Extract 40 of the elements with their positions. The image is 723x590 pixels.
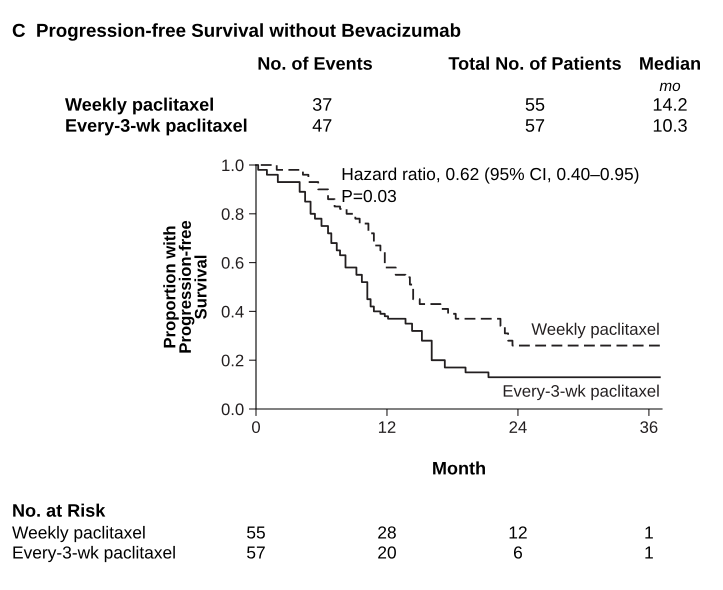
x-tick-label: 12 <box>378 421 396 433</box>
text: 57 <box>526 119 544 132</box>
y-tick-label: 0.2 <box>222 354 244 366</box>
text: 28 <box>378 526 396 539</box>
series-label: Every-3-wk paclitaxel <box>504 384 659 400</box>
text: 55 <box>247 526 265 539</box>
text: 6 <box>514 546 522 559</box>
text: 1 <box>645 526 653 538</box>
chart-title: C Progression-free Survival without Bevacizumab <box>12 23 460 41</box>
text: 10.3 <box>654 119 687 132</box>
x-axis-title: Month <box>433 461 485 475</box>
text: Weekly paclitaxel <box>12 526 145 542</box>
y-tick-label: 1.0 <box>222 159 244 172</box>
text: 37 <box>312 98 332 111</box>
text: 1 <box>645 546 653 558</box>
annotation: Hazard ratio, 0.62 (95% CI, 0.40–0.95) <box>342 167 638 184</box>
text: 57 <box>247 546 265 559</box>
x-tick-label: 24 <box>510 421 527 433</box>
text: 20 <box>378 546 396 559</box>
x-tick-label: 36 <box>640 421 658 434</box>
text: mo <box>660 82 680 92</box>
x-tick-label: 0 <box>252 421 260 434</box>
y-tick-label: 0.8 <box>222 208 244 220</box>
text: No. of Events <box>258 56 372 70</box>
text: 55 <box>526 98 544 111</box>
y-tick-label: 0.4 <box>222 306 244 318</box>
series-label: Weekly paclitaxel <box>531 322 659 338</box>
text: Median <box>640 56 700 70</box>
y-axis-title: Proportion with Progression-free Survival <box>163 220 207 353</box>
text: 47 <box>312 119 332 132</box>
text: 12 <box>510 526 527 538</box>
y-tick-label: 0.6 <box>222 257 244 269</box>
text: Weekly paclitaxel <box>65 98 213 114</box>
text: Every-3-wk paclitaxel <box>13 546 175 562</box>
text: No. at Risk <box>13 504 106 517</box>
annotation: P=0.03 <box>342 190 396 202</box>
y-tick-label: 0.0 <box>222 403 244 416</box>
text: 14.2 <box>654 98 687 111</box>
text: Total No. of Patients <box>448 56 621 70</box>
text: Every-3-wk paclitaxel <box>66 118 246 136</box>
